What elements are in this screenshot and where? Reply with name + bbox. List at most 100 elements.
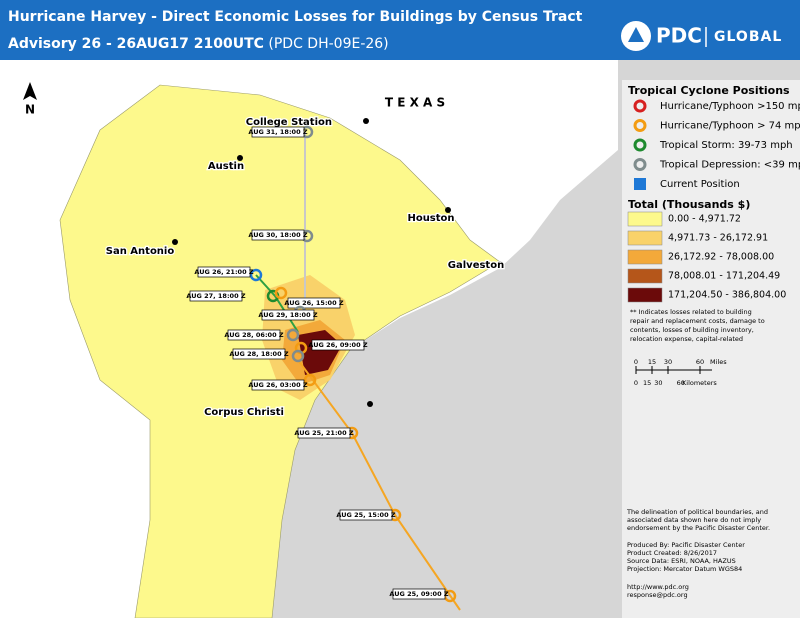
city-label: Corpus Christi xyxy=(204,407,284,418)
city-dot xyxy=(363,118,369,124)
credit: associated data shown here do not imply xyxy=(627,516,761,524)
legend-symbol xyxy=(633,99,647,113)
city-dot xyxy=(367,401,373,407)
track-label-box xyxy=(251,126,305,138)
track-label-box xyxy=(261,309,315,321)
track-label-box xyxy=(311,339,365,351)
scale-label: 0 xyxy=(634,358,638,366)
track-label: AUG 29, 18:00 Z xyxy=(258,311,317,319)
legend-swatch xyxy=(627,211,663,227)
track-label-box xyxy=(232,348,286,360)
city-dot xyxy=(237,155,243,161)
legend-title: Tropical Cyclone Positions xyxy=(628,84,790,97)
scale-label: 60 xyxy=(696,358,704,366)
scale-label: 30 xyxy=(664,358,672,366)
north-label: N xyxy=(25,103,35,117)
track-label: AUG 26, 03:00 Z xyxy=(248,381,307,389)
advisory-text: Advisory 26 - 26AUG17 2100UTC xyxy=(8,36,264,52)
scale-label: 30 xyxy=(654,379,662,387)
legend-symbol xyxy=(633,119,647,132)
credit: The delineation of political boundaries,… xyxy=(626,508,768,516)
scale-unit: Miles xyxy=(710,358,727,366)
legend-label: Tropical Storm: 39-73 mph xyxy=(659,140,793,151)
track-label: AUG 26, 21:00 Z xyxy=(194,268,253,276)
track-label-box xyxy=(287,297,341,309)
track-label: AUG 26, 15:00 Z xyxy=(284,299,343,307)
north-arrow xyxy=(23,82,37,100)
logo-mark xyxy=(628,27,644,42)
city-dot xyxy=(497,261,503,267)
footnote: ** Indicates losses related to building xyxy=(630,308,752,316)
title: Hurricane Harvey - Direct Economic Losse… xyxy=(8,9,583,25)
legend-label: Tropical Depression: <39 mph xyxy=(659,160,800,171)
footnote: repair and replacement costs, damage to xyxy=(630,317,765,325)
legend-label: 0.00 - 4,971.72 xyxy=(668,214,741,225)
track-hurricane xyxy=(297,359,461,611)
credit: Source Data: ESRI, NOAA, HAZUS xyxy=(627,557,736,565)
track-symbol xyxy=(291,349,305,363)
city-label: College Station xyxy=(246,117,332,128)
region-label: T E X A S xyxy=(385,96,445,110)
track-label: AUG 25, 15:00 Z xyxy=(336,511,395,519)
track-symbol xyxy=(286,328,300,342)
track-label: AUG 28, 18:00 Z xyxy=(229,350,288,358)
logo-name: PDC xyxy=(656,24,702,48)
legend-title: Total (Thousands $) xyxy=(628,198,750,211)
legend-symbol xyxy=(634,178,646,190)
track-label: AUG 28, 06:00 Z xyxy=(224,331,283,339)
track-label-box xyxy=(339,509,393,521)
city-label: Galveston xyxy=(448,260,504,271)
legend-label: 4,971.73 - 26,172.91 xyxy=(668,233,768,244)
scale-label: 15 xyxy=(643,379,651,387)
footnote: relocation expense, capital-related xyxy=(630,335,743,343)
track-label: AUG 26, 09:00 Z xyxy=(308,341,367,349)
track-symbol xyxy=(303,373,317,387)
header-bar xyxy=(0,0,800,60)
legend-swatch xyxy=(627,287,663,303)
legend-label: Hurricane/Typhoon > 74 mph xyxy=(660,121,800,132)
footnote: contents, losses of building inventory, xyxy=(630,326,754,334)
track-label-box xyxy=(251,379,305,391)
legend-symbol xyxy=(633,158,647,171)
credit: Projection: Mercator Datum WGS84 xyxy=(627,565,742,573)
track-label-box xyxy=(297,427,351,439)
credit: endorsement by the Pacific Disaster Cent… xyxy=(627,524,770,532)
city-label: Austin xyxy=(208,161,244,172)
track-label: AUG 30, 18:00 Z xyxy=(248,231,307,239)
legend-label: 171,204.50 - 386,804.00 xyxy=(668,290,786,301)
legend-swatch xyxy=(627,230,663,246)
advisory-code: (PDC DH-09E-26) xyxy=(268,36,388,52)
legend-panel xyxy=(622,80,800,618)
city-label: San Antonio xyxy=(106,246,175,257)
credit: response@pdc.org xyxy=(627,591,688,599)
scale-label: 15 xyxy=(648,358,656,366)
legend-label: Current Position xyxy=(660,179,740,190)
track-label-box xyxy=(197,266,251,278)
credit: Produced By: Pacific Disaster Center xyxy=(627,541,745,549)
track-label-box xyxy=(392,588,446,600)
track-label-box xyxy=(227,329,281,341)
credit: Product Created: 8/26/2017 xyxy=(627,549,717,557)
track-label: AUG 27, 18:00 Z xyxy=(186,292,245,300)
legend-swatch xyxy=(627,268,663,284)
scale-unit: Kilometers xyxy=(682,379,717,387)
legend-label: Hurricane/Typhoon >150 mph xyxy=(660,101,800,112)
track-symbol xyxy=(249,268,263,282)
city-label: Houston xyxy=(407,213,454,224)
track-label: AUG 25, 09:00 Z xyxy=(389,590,448,598)
legend-label: 78,008.01 - 171,204.49 xyxy=(668,271,780,282)
track-label-box xyxy=(251,229,305,241)
track-symbol xyxy=(274,286,288,300)
scale-label: 60 xyxy=(677,379,685,387)
city-dot xyxy=(172,239,178,245)
advisory: Advisory 26 - 26AUG17 2100UTC (PDC DH-09… xyxy=(8,36,389,52)
legend-symbol xyxy=(633,138,647,152)
track-label: AUG 25, 21:00 Z xyxy=(294,429,353,437)
credit: http://www.pdc.org xyxy=(627,583,689,591)
track-label-box xyxy=(189,290,243,302)
logo-tagline: GLOBAL xyxy=(714,29,782,45)
city-dot xyxy=(445,207,451,213)
legend-label: 26,172.92 - 78,008.00 xyxy=(668,252,774,263)
scale-label: 0 xyxy=(634,379,638,387)
